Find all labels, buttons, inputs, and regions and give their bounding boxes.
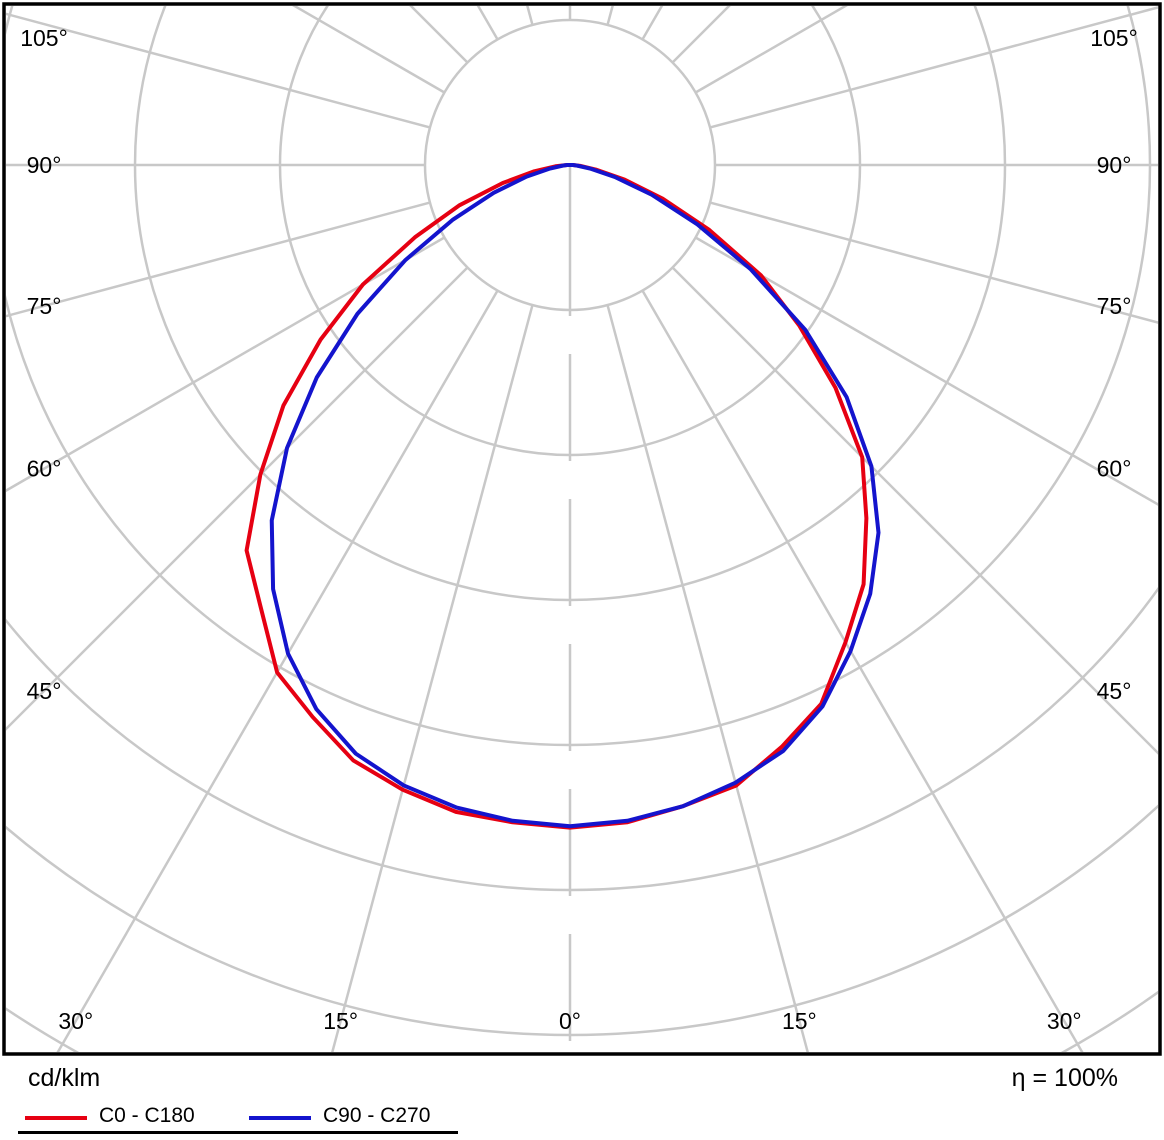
svg-text:0°: 0° xyxy=(559,1008,581,1034)
svg-text:90°: 90° xyxy=(1097,152,1132,178)
svg-text:105°: 105° xyxy=(1090,25,1138,51)
svg-text:60°: 60° xyxy=(1097,456,1132,482)
svg-text:75°: 75° xyxy=(1097,293,1132,319)
polar-photometric-chart: 0° 15° 15° 30° 30° 45° 45° 60° 60° 75° 75° 90° 90° 10… xyxy=(2,2,1162,1056)
legend-divider xyxy=(18,1131,458,1134)
legend-label-c90-c270: C90 - C270 xyxy=(323,1104,431,1127)
legend-label-c0-c180: C0 - C180 xyxy=(99,1104,195,1127)
svg-text:15°: 15° xyxy=(323,1008,358,1034)
units-label: cd/klm xyxy=(28,1064,101,1092)
svg-text:60°: 60° xyxy=(27,456,62,482)
svg-text:75°: 75° xyxy=(27,293,62,319)
efficiency-label: η = 100% xyxy=(1011,1064,1118,1092)
svg-text:90°: 90° xyxy=(27,152,62,178)
svg-text:45°: 45° xyxy=(1097,678,1132,704)
svg-text:15°: 15° xyxy=(782,1008,817,1034)
svg-text:45°: 45° xyxy=(27,678,62,704)
svg-text:30°: 30° xyxy=(58,1008,93,1034)
legend-swatch-c90-c270 xyxy=(249,1116,311,1120)
legend-swatch-c0-c180 xyxy=(25,1116,87,1120)
svg-text:30°: 30° xyxy=(1047,1008,1082,1034)
svg-text:105°: 105° xyxy=(20,25,68,51)
